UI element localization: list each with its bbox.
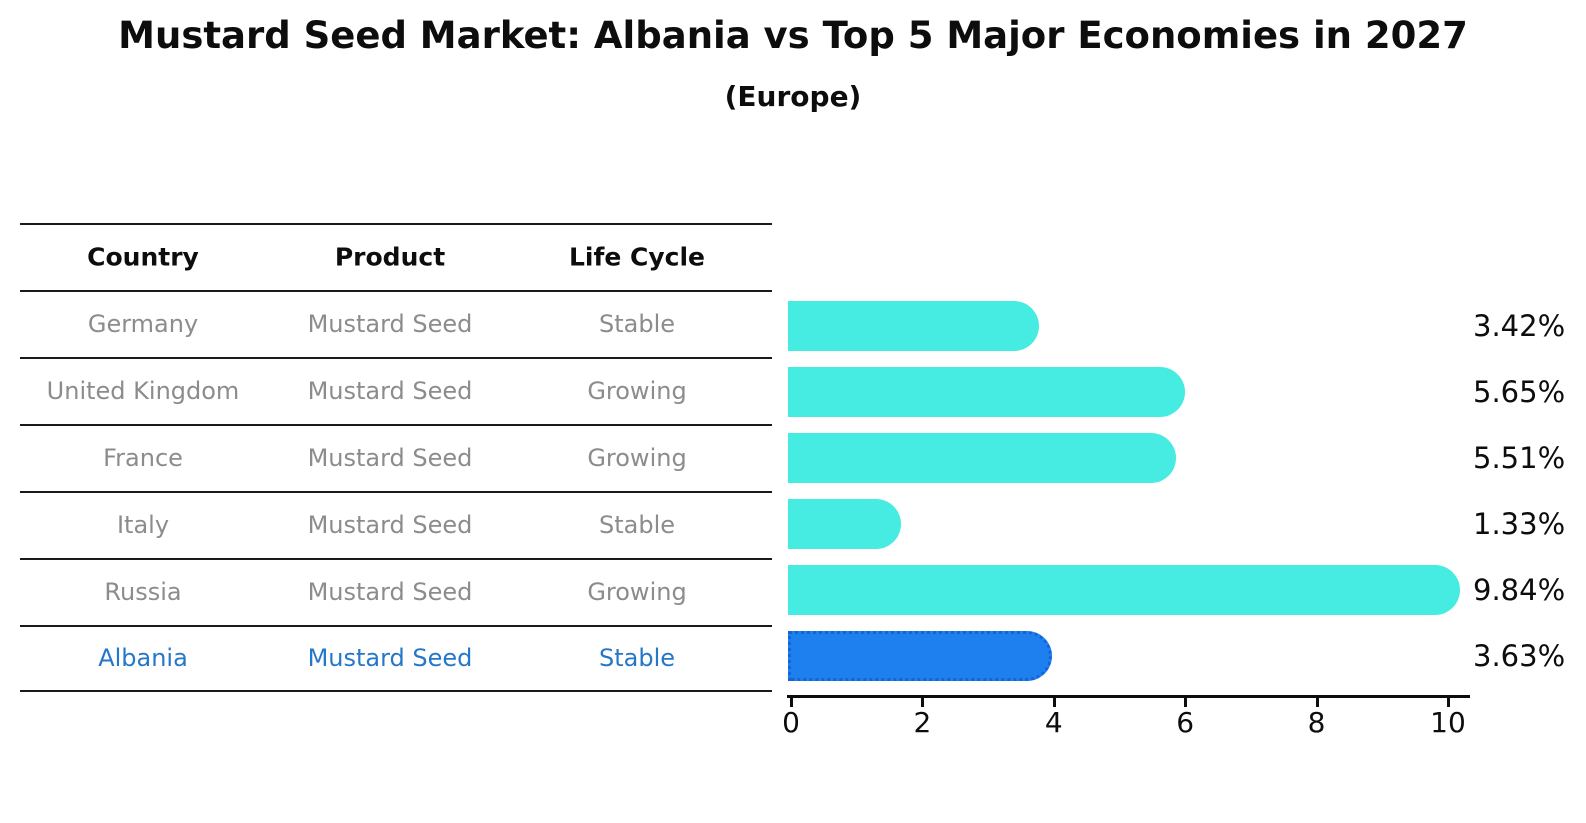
chart-subtitle: (Europe) bbox=[724, 80, 862, 113]
table-cell-country: Germany bbox=[87, 309, 199, 338]
bar-value-label: 3.42% bbox=[1473, 309, 1566, 343]
table-cell-life-cycle: Growing bbox=[587, 443, 687, 472]
bar-albania-highlighted bbox=[788, 631, 1053, 681]
bar-value-label: 3.63% bbox=[1473, 639, 1566, 673]
table-row-rule bbox=[20, 625, 772, 627]
table-header-life-cycle: Life Cycle bbox=[568, 242, 706, 271]
table-cell-country: France bbox=[103, 443, 183, 472]
bar-value-label: 1.33% bbox=[1473, 507, 1566, 541]
x-axis-tick-label: 10 bbox=[1430, 706, 1466, 739]
x-axis-tick-label: 8 bbox=[1307, 706, 1326, 739]
table-cell-country: Albania bbox=[98, 643, 188, 672]
table-header-product: Product bbox=[334, 242, 446, 271]
x-axis-tick bbox=[790, 697, 793, 707]
table-cell-country: United Kingdom bbox=[46, 376, 240, 405]
bar-russia bbox=[788, 565, 1461, 615]
table-row-rule bbox=[20, 424, 772, 426]
table-cell-product: Mustard Seed bbox=[307, 376, 473, 405]
table-row-rule bbox=[20, 491, 772, 493]
bar-italy bbox=[788, 499, 902, 549]
x-axis-tick-label: 0 bbox=[782, 706, 800, 739]
table-bottom-rule bbox=[20, 690, 772, 692]
x-axis-tick-label: 2 bbox=[913, 706, 932, 739]
table-row-rule bbox=[20, 357, 772, 359]
chart-title: Mustard Seed Market: Albania vs Top 5 Ma… bbox=[118, 14, 1468, 57]
bar-united-kingdom bbox=[788, 367, 1186, 417]
table-cell-product: Mustard Seed bbox=[307, 577, 473, 606]
table-cell-life-cycle: Stable bbox=[598, 510, 676, 539]
table-cell-country: Italy bbox=[116, 510, 170, 539]
x-axis-tick bbox=[1184, 697, 1188, 707]
bar-germany bbox=[788, 301, 1039, 351]
bar-value-label: 9.84% bbox=[1473, 573, 1566, 607]
bar-value-label: 5.65% bbox=[1473, 375, 1566, 409]
table-cell-life-cycle: Stable bbox=[598, 643, 676, 672]
x-axis-tick bbox=[1447, 697, 1450, 707]
table-row-rule bbox=[20, 290, 772, 292]
table-cell-product: Mustard Seed bbox=[307, 510, 473, 539]
table-cell-life-cycle: Growing bbox=[587, 577, 687, 606]
x-axis-line bbox=[787, 695, 1470, 698]
table-cell-life-cycle: Growing bbox=[587, 376, 687, 405]
table-cell-product: Mustard Seed bbox=[307, 443, 473, 472]
bar-france bbox=[788, 433, 1176, 483]
table-top-rule bbox=[20, 223, 772, 225]
bar-value-label: 5.51% bbox=[1473, 441, 1566, 475]
x-axis-tick bbox=[1052, 697, 1056, 707]
x-axis-tick bbox=[1315, 697, 1319, 707]
table-cell-country: Russia bbox=[104, 577, 182, 606]
table-cell-product: Mustard Seed bbox=[307, 643, 473, 672]
x-axis-tick-label: 4 bbox=[1044, 706, 1063, 739]
table-header-country: Country bbox=[87, 242, 199, 271]
table-cell-life-cycle: Stable bbox=[598, 309, 676, 338]
table-row-rule bbox=[20, 558, 772, 560]
x-axis-tick bbox=[921, 697, 925, 707]
x-axis-tick-label: 6 bbox=[1176, 706, 1195, 739]
table-cell-product: Mustard Seed bbox=[307, 309, 473, 338]
